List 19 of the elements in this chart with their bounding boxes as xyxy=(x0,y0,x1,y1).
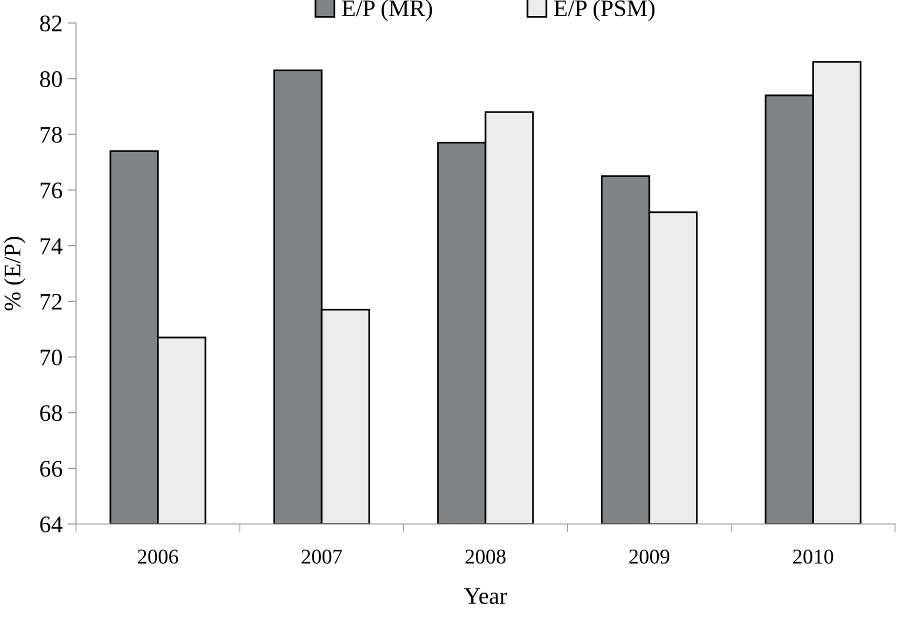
y-tick-label: 80 xyxy=(40,71,62,88)
y-tick-label: 76 xyxy=(40,182,62,198)
x-tick-label: 2007 xyxy=(302,550,342,564)
x-axis-title: Year xyxy=(464,588,508,604)
y-axis-title: % (E/P) xyxy=(4,236,26,310)
x-tick-label: 2006 xyxy=(138,550,178,564)
legend-label: E/P (MR) xyxy=(342,0,432,22)
y-tick-label: 78 xyxy=(40,126,62,143)
x-tick-label: 2010 xyxy=(793,550,834,564)
y-tick-label: 82 xyxy=(40,15,62,32)
y-tick-label: 70 xyxy=(40,349,62,366)
y-tick-label: 66 xyxy=(40,460,62,477)
x-tick-label: 2008 xyxy=(466,550,506,564)
x-tick-label: 2009 xyxy=(629,550,670,564)
y-tick-label: 72 xyxy=(40,294,62,310)
legend-label: E/P (PSM) xyxy=(554,0,655,22)
y-tick-label: 68 xyxy=(40,405,62,422)
y-tick-label: 64 xyxy=(40,516,62,532)
y-tick-label: 74 xyxy=(40,238,62,254)
